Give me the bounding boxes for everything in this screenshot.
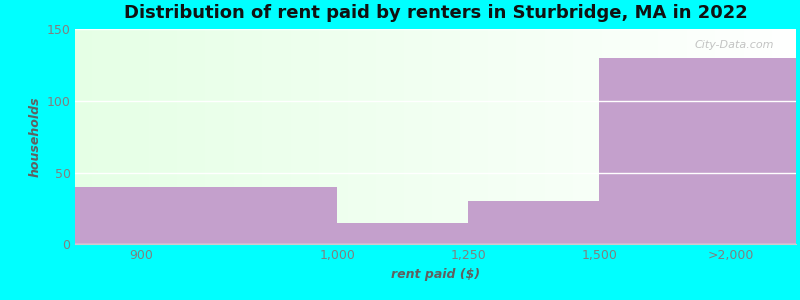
Y-axis label: households: households [28, 97, 41, 177]
Bar [468, 201, 599, 244]
Bar [599, 58, 796, 244]
Bar [75, 187, 338, 244]
X-axis label: rent paid ($): rent paid ($) [391, 268, 480, 281]
Text: City-Data.com: City-Data.com [694, 40, 774, 50]
Bar [338, 223, 468, 244]
Title: Distribution of rent paid by renters in Sturbridge, MA in 2022: Distribution of rent paid by renters in … [124, 4, 747, 22]
